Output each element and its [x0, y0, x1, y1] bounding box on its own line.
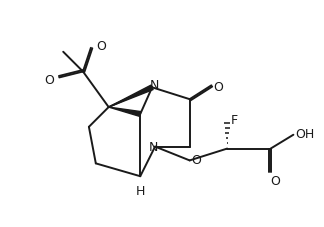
Text: H: H — [135, 184, 145, 197]
Text: O: O — [96, 40, 106, 53]
Text: F: F — [231, 114, 238, 127]
Text: O: O — [214, 81, 223, 94]
Polygon shape — [109, 108, 141, 117]
Polygon shape — [109, 86, 153, 108]
Text: N: N — [148, 141, 158, 153]
Text: O: O — [44, 74, 54, 86]
Text: OH: OH — [295, 128, 315, 141]
Text: O: O — [271, 174, 281, 187]
Text: N: N — [149, 79, 159, 91]
Text: O: O — [191, 153, 202, 166]
